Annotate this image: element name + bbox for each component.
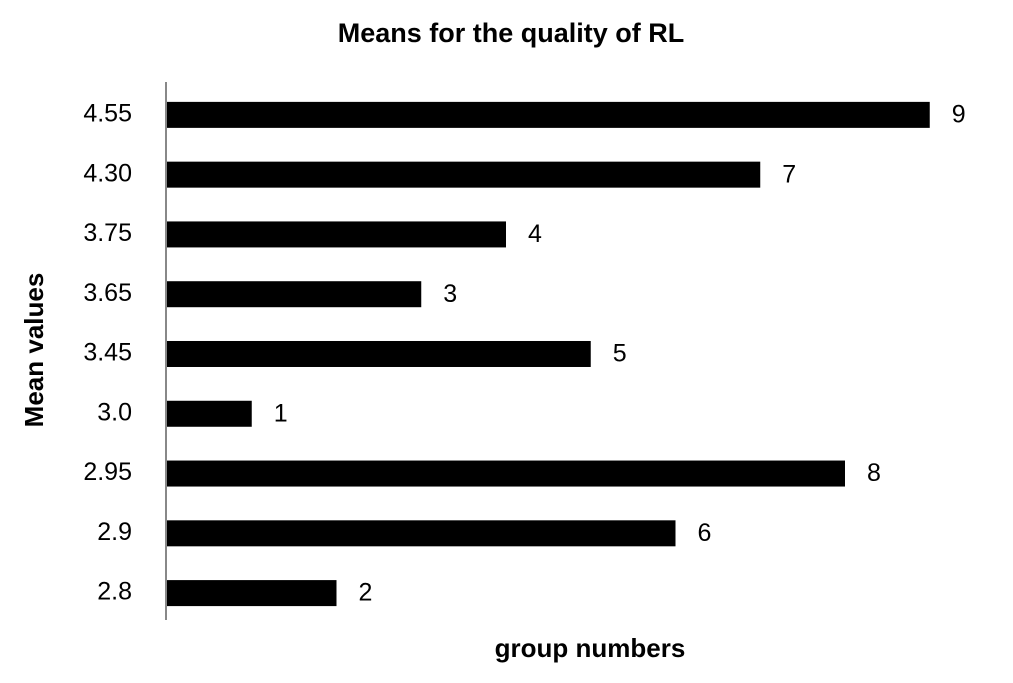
chart-title: Means for the quality of RL (338, 18, 685, 48)
value-label: 3 (443, 280, 457, 308)
bar (167, 400, 252, 427)
bar (167, 520, 676, 547)
y-axis-label: Mean values (19, 273, 49, 428)
y-tick-label: 4.55 (83, 99, 132, 127)
bar (167, 101, 930, 128)
value-label: 8 (867, 459, 881, 487)
bar (167, 221, 506, 248)
value-label: 5 (613, 340, 627, 368)
y-tick-label: 3.75 (83, 219, 132, 247)
value-label: 6 (698, 519, 712, 547)
value-label: 1 (274, 399, 288, 427)
bar (167, 161, 761, 188)
y-tick-label: 3.65 (83, 279, 132, 307)
y-tick-label: 2.9 (97, 518, 132, 546)
bar (167, 281, 422, 308)
value-label: 9 (952, 100, 966, 128)
value-label: 2 (359, 579, 373, 607)
x-axis-label: group numbers (495, 633, 686, 663)
bar (167, 580, 337, 607)
bar (167, 460, 845, 487)
y-tick-label: 2.95 (83, 458, 132, 486)
y-tick-label: 3.45 (83, 339, 132, 367)
y-tick-label: 2.8 (97, 578, 132, 606)
y-tick-label: 4.30 (83, 159, 132, 187)
value-label: 7 (782, 160, 796, 188)
bar (167, 340, 591, 367)
value-label: 4 (528, 220, 542, 248)
y-tick-label: 3.0 (97, 398, 132, 426)
